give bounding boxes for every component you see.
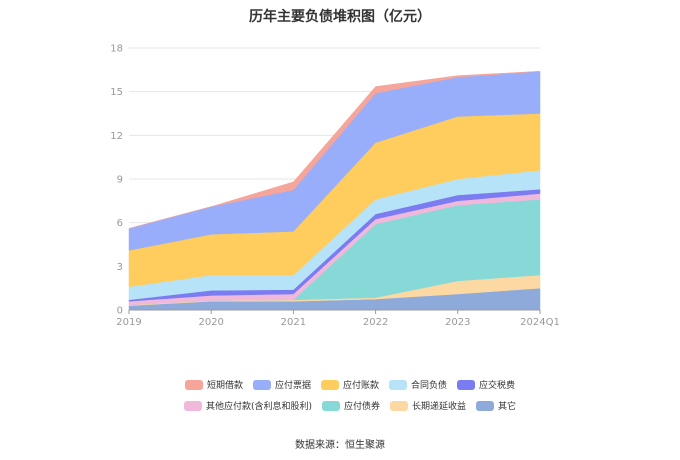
legend-label: 应付债券 [343, 402, 380, 412]
legend-label: 其它 [498, 402, 517, 412]
legend-item[interactable]: 应交税费 [457, 378, 515, 391]
legend-item[interactable]: 长期递延收益 [390, 399, 466, 412]
legend-item[interactable]: 合同负债 [389, 378, 447, 391]
legend-swatch [390, 400, 408, 411]
y-tick-label: 12 [110, 131, 123, 142]
legend-swatch [389, 379, 407, 390]
legend-item[interactable]: 短期借款 [184, 378, 243, 391]
legend-swatch [252, 379, 271, 390]
legend-swatch [321, 400, 340, 411]
x-tick-label: 2020 [198, 317, 223, 328]
axes: 0 3 6 9 12 15 18 2019 2020 2021 2022 2023 2024Q1 [110, 44, 560, 329]
legend-row: 其他应付款(含利息和股利) 应付债券 长期递延收益 其它 [150, 399, 550, 412]
legend-label: 合同负债 [411, 381, 448, 391]
x-tick-label: 2023 [445, 317, 470, 328]
legend-label: 应付账款 [342, 381, 379, 391]
stacked-area-chart: 0 3 6 9 12 15 18 2019 2020 2021 2022 2023 2024Q1 [110, 44, 560, 329]
area-series [128, 71, 541, 311]
y-tick-label: 9 [117, 175, 123, 186]
legend-item[interactable]: 其它 [476, 399, 516, 412]
legend-label: 应付票据 [274, 381, 311, 391]
chart-title: 历年主要负债堆积图（亿元） [249, 9, 431, 25]
legend-row: 短期借款 应付票据 应付账款 合同负债 应交税费 [150, 378, 550, 391]
legend-swatch [457, 379, 476, 390]
x-tick-label: 2022 [363, 317, 388, 328]
legend-label: 长期递延收益 [412, 402, 467, 412]
y-tick-label: 3 [117, 262, 123, 273]
y-tick-label: 6 [117, 218, 123, 229]
legend-item[interactable]: 应付账款 [320, 378, 379, 391]
area-series-短期借款[interactable] [128, 71, 541, 229]
legend: 短期借款 应付票据 应付账款 合同负债 应交税费其他应付款(含利息和股利) 应付债券 长期递… [150, 378, 550, 420]
y-tick-label: 18 [110, 44, 123, 55]
legend-item[interactable]: 应付债券 [321, 399, 380, 412]
x-tick-label: 2019 [116, 317, 141, 328]
legend-swatch [320, 379, 339, 390]
legend-label: 其他应付款(含利息和股利) [205, 402, 312, 412]
data-source-note: 数据来源：恒生聚源 [295, 440, 385, 451]
legend-label: 短期借款 [206, 381, 243, 391]
y-tick-label: 0 [117, 306, 123, 317]
legend-swatch [476, 400, 495, 411]
legend-label: 应交税费 [479, 381, 516, 391]
y-tick-label: 15 [110, 87, 123, 98]
x-tick-label: 2024Q1 [520, 317, 560, 328]
legend-swatch [183, 400, 202, 411]
legend-item[interactable]: 应付票据 [252, 378, 311, 391]
legend-item[interactable]: 其他应付款(含利息和股利) [183, 399, 312, 412]
legend-swatch [184, 379, 203, 390]
x-tick-label: 2021 [281, 317, 306, 328]
